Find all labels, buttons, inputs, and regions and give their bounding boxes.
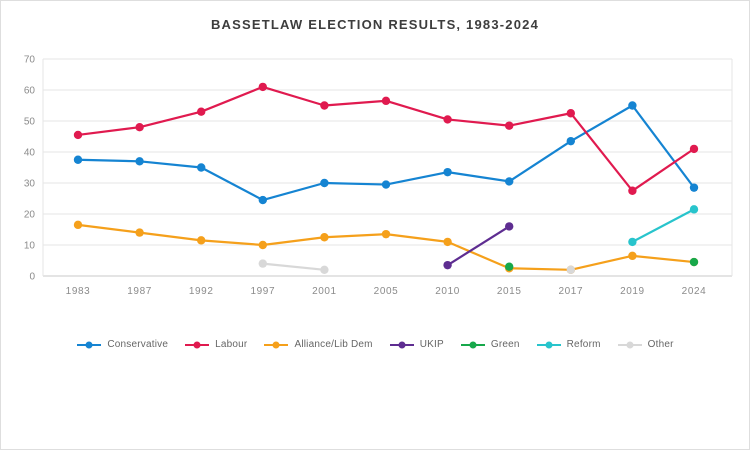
legend-label: Green — [490, 339, 520, 350]
legend-item-ukip: UKIP — [389, 339, 444, 350]
legend-item-conservative: Conservative — [76, 339, 168, 350]
chart-legend: Conservative Labour Alliance/Lib Dem UKIP Gr… — [1, 339, 749, 350]
legend-marker-icon — [617, 341, 642, 348]
legend-label: Reform — [566, 339, 601, 350]
svg-text:30: 30 — [24, 179, 36, 190]
svg-text:50: 50 — [24, 117, 36, 128]
legend-item-other: Other — [617, 339, 674, 350]
chart-title: BASSETLAW ELECTION RESULTS, 1983-2024 — [210, 17, 540, 32]
svg-text:2024: 2024 — [682, 286, 707, 297]
legend-marker-icon — [536, 341, 561, 348]
legend-label: Labour — [215, 339, 248, 350]
legend-label: Conservative — [107, 339, 169, 350]
legend-item-reform: Reform — [536, 339, 601, 350]
svg-text:2010: 2010 — [435, 286, 460, 297]
legend-marker-icon — [185, 341, 210, 348]
svg-text:40: 40 — [24, 148, 36, 159]
legend-marker-icon — [460, 341, 485, 348]
svg-text:2017: 2017 — [558, 286, 583, 297]
svg-text:2019: 2019 — [620, 286, 645, 297]
svg-text:0: 0 — [29, 272, 35, 283]
svg-text:10: 10 — [24, 241, 36, 252]
legend-item-labour: Labour — [184, 339, 247, 350]
legend-label: Other — [647, 339, 674, 350]
legend-marker-icon — [77, 341, 102, 348]
legend-marker-icon — [264, 341, 289, 348]
svg-text:1997: 1997 — [250, 286, 275, 297]
legend-label: UKIP — [419, 339, 444, 350]
svg-text:1987: 1987 — [127, 286, 152, 297]
svg-text:2001: 2001 — [312, 286, 337, 297]
legend-marker-icon — [389, 341, 414, 348]
chart-area: 0 10 20 30 40 50 60 70 1983 1987 1992 1997 2001 2005 2… — [1, 44, 749, 309]
svg-text:70: 70 — [24, 55, 36, 66]
svg-text:1992: 1992 — [189, 286, 214, 297]
svg-text:2005: 2005 — [374, 286, 399, 297]
legend-item-alliance-lib-dem: Alliance/Lib Dem — [263, 339, 373, 350]
legend-item-green: Green — [460, 339, 520, 350]
election-results-chart: 0 10 20 30 40 50 60 70 1983 1987 1992 1997 2001 2005 2… — [24, 55, 733, 297]
svg-text:20: 20 — [24, 210, 36, 221]
svg-text:1983: 1983 — [66, 286, 91, 297]
legend-label: Alliance/Lib Dem — [294, 339, 373, 350]
svg-text:2015: 2015 — [497, 286, 522, 297]
svg-text:60: 60 — [24, 86, 36, 97]
